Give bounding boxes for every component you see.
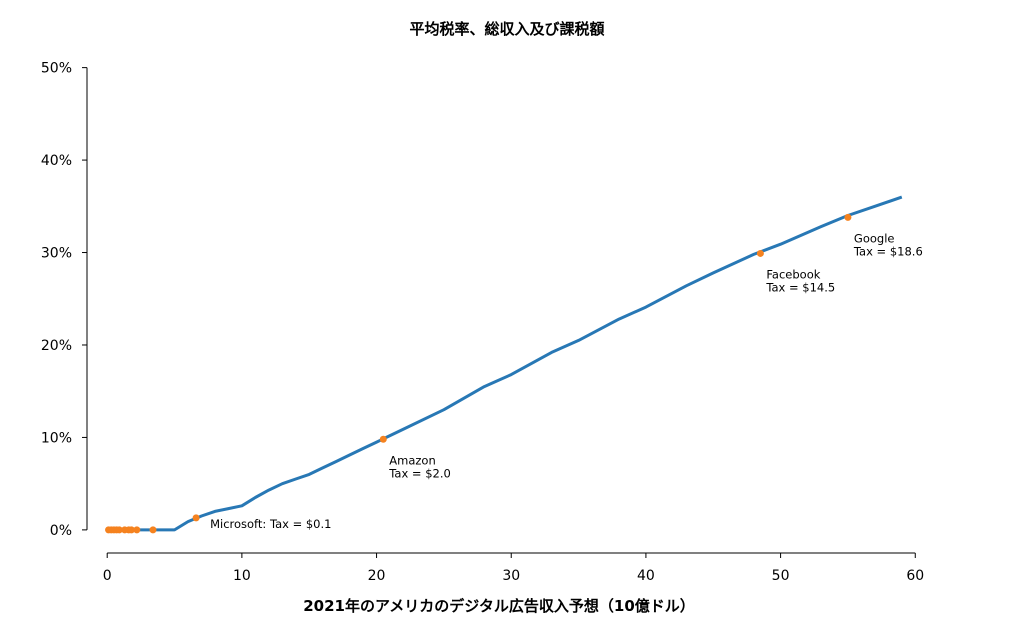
x-axis: 0 10 20 30 40 50 60 <box>103 552 924 584</box>
x-tick-label: 30 <box>502 568 520 584</box>
y-tick-label: 40% <box>41 153 72 169</box>
data-point <box>844 213 852 221</box>
y-tick-label: 20% <box>41 338 72 354</box>
x-tick-label: 50 <box>772 568 790 584</box>
data-point <box>127 526 135 534</box>
points <box>105 213 852 534</box>
annotation-tax: Tax = $18.6 <box>853 244 923 258</box>
x-axis-label: 2021年のアメリカのデジタル広告収入予想（10億ドル） <box>303 597 695 615</box>
y-tick-label: 0% <box>50 523 72 539</box>
x-tick-label: 40 <box>637 568 655 584</box>
annotation-tax: Tax = $14.5 <box>765 280 835 294</box>
chart-title: 平均税率、総収入及び課税額 <box>409 20 604 38</box>
data-point <box>133 526 141 534</box>
series-line <box>107 195 903 532</box>
y-tick-label: 50% <box>41 61 72 77</box>
data-point <box>379 435 387 443</box>
annotation-label: Amazon <box>389 453 435 467</box>
x-tick-label: 0 <box>103 568 112 584</box>
series <box>107 195 903 532</box>
y-axis: 0% 10% 20% 30% 40% 50% <box>41 61 88 539</box>
y-tick-label: 10% <box>41 430 72 446</box>
data-point <box>115 526 123 534</box>
data-point <box>756 249 764 257</box>
x-tick-label: 10 <box>233 568 251 584</box>
data-point <box>149 526 157 534</box>
annotation-label: Google <box>854 231 895 245</box>
data-point <box>192 514 200 522</box>
x-tick-label: 60 <box>906 568 924 584</box>
annotation-label: Facebook <box>766 267 820 281</box>
y-tick-label: 30% <box>41 246 72 262</box>
annotation-tax: Tax = $2.0 <box>388 466 451 480</box>
annotation-label: Microsoft: Tax = $0.1 <box>210 517 331 531</box>
x-tick-label: 20 <box>368 568 386 584</box>
